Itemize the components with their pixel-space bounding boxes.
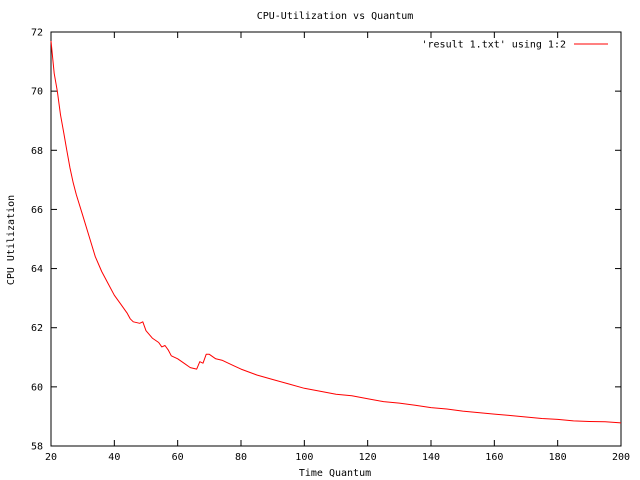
x-tick-label: 60 [172, 452, 184, 463]
chart-title: CPU-Utilization vs Quantum [257, 11, 414, 22]
x-tick-label: 80 [235, 452, 247, 463]
x-tick-label: 180 [549, 452, 567, 463]
x-tick-label: 100 [295, 452, 313, 463]
y-tick-label: 70 [31, 87, 43, 98]
x-tick-label: 200 [612, 452, 630, 463]
x-tick-label: 160 [485, 452, 503, 463]
y-axis-label: CPU Utilization [6, 195, 17, 285]
series-line [50, 40, 622, 424]
x-tick-label: 40 [108, 452, 120, 463]
x-tick-label: 20 [45, 452, 57, 463]
x-tick-label: 140 [422, 452, 440, 463]
x-axis-label: Time Quantum [299, 468, 371, 479]
y-tick-label: 58 [31, 442, 43, 453]
x-tick-label: 120 [359, 452, 377, 463]
series-layer [50, 40, 622, 424]
legend: 'result 1.txt' using 1:2 [422, 40, 608, 51]
plot-frame [50, 31, 622, 447]
y-tick-label: 66 [31, 205, 43, 216]
y-tick-label: 62 [31, 323, 43, 334]
legend-label: 'result 1.txt' using 1:2 [422, 40, 567, 51]
y-tick-label: 68 [31, 146, 43, 157]
y-tick-label: 72 [31, 28, 43, 39]
y-tick-label: 60 [31, 382, 43, 393]
y-tick-label: 64 [31, 264, 43, 275]
axis-ticks: 20 40 60 80 100 120 140 160 180 200 58 60 62 64 66 68 70… [31, 28, 630, 464]
